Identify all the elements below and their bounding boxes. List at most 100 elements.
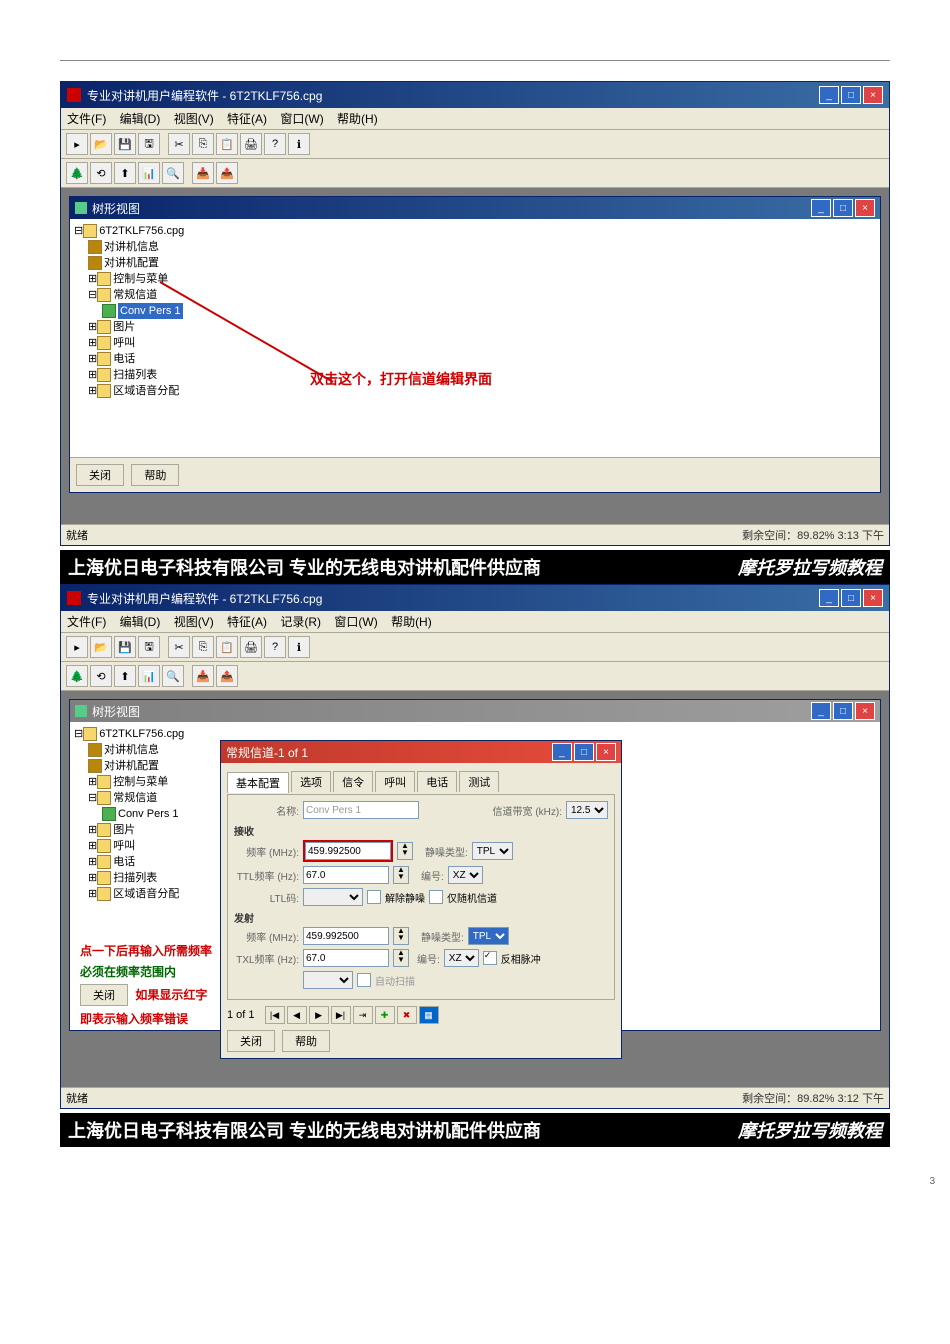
chk-invert[interactable] bbox=[483, 951, 497, 965]
chk-unsquelch[interactable] bbox=[367, 890, 381, 904]
maximize-button[interactable]: □ bbox=[841, 589, 861, 607]
help-button[interactable]: 帮助 bbox=[131, 464, 179, 486]
ttl-spin[interactable]: ▲▼ bbox=[393, 866, 409, 884]
tb-print[interactable]: 🖨 bbox=[240, 636, 262, 658]
tb-read[interactable]: 📥 bbox=[192, 665, 214, 687]
menu-view[interactable]: 视图(V) bbox=[174, 615, 214, 629]
tb-refresh[interactable]: ⟲ bbox=[90, 162, 112, 184]
tb-save[interactable]: 💾 bbox=[114, 636, 136, 658]
tb-open[interactable]: 📂 bbox=[90, 636, 112, 658]
child-close[interactable]: × bbox=[855, 702, 875, 720]
tb-about[interactable]: ℹ bbox=[288, 636, 310, 658]
close-button[interactable]: × bbox=[863, 589, 883, 607]
dlg-max[interactable]: □ bbox=[574, 743, 594, 761]
name-input[interactable] bbox=[303, 801, 419, 819]
nav-end[interactable]: ⇥ bbox=[353, 1006, 373, 1024]
menu-window[interactable]: 窗口(W) bbox=[334, 615, 377, 629]
menu-record[interactable]: 记录(R) bbox=[280, 615, 321, 629]
tree-item[interactable]: 对讲机配置 bbox=[74, 255, 876, 271]
tb-paste[interactable]: 📋 bbox=[216, 636, 238, 658]
chk-autoscan[interactable] bbox=[357, 973, 371, 987]
tb-save2[interactable]: 🖫 bbox=[138, 133, 160, 155]
txl-spin[interactable]: ▲▼ bbox=[393, 949, 409, 967]
sq-type-select[interactable]: TPL bbox=[472, 842, 513, 860]
close-button[interactable]: 关闭 bbox=[76, 464, 124, 486]
tb-write[interactable]: 📤 bbox=[216, 665, 238, 687]
tb-zoom[interactable]: 🔍 bbox=[162, 665, 184, 687]
nav-prev[interactable]: ◀ bbox=[287, 1006, 307, 1024]
nav-del[interactable]: ✖ bbox=[397, 1006, 417, 1024]
tb-about[interactable]: ℹ bbox=[288, 133, 310, 155]
menu-feature[interactable]: 特征(A) bbox=[227, 615, 267, 629]
tb-new[interactable]: ▸ bbox=[66, 133, 88, 155]
tb-zoom[interactable]: 🔍 bbox=[162, 162, 184, 184]
rx-freq-spin[interactable]: ▲▼ bbox=[397, 842, 413, 860]
child-close[interactable]: × bbox=[855, 199, 875, 217]
tree-item[interactable]: 对讲机信息 bbox=[74, 239, 876, 255]
dlg-help-button[interactable]: 帮助 bbox=[282, 1030, 330, 1052]
menu-edit[interactable]: 编辑(D) bbox=[120, 615, 161, 629]
tree-item-selected[interactable]: Conv Pers 1 bbox=[74, 303, 876, 319]
maximize-button[interactable]: □ bbox=[841, 86, 861, 104]
menu-feature[interactable]: 特征(A) bbox=[227, 112, 267, 126]
tb-tree[interactable]: 🌲 bbox=[66, 665, 88, 687]
tb-read[interactable]: 📥 bbox=[192, 162, 214, 184]
dlg-min[interactable]: _ bbox=[552, 743, 572, 761]
tb-print[interactable]: 🖨 bbox=[240, 133, 262, 155]
menu-help[interactable]: 帮助(H) bbox=[391, 615, 432, 629]
child-max[interactable]: □ bbox=[833, 702, 853, 720]
nav-last[interactable]: ▶| bbox=[331, 1006, 351, 1024]
menu-window[interactable]: 窗口(W) bbox=[280, 112, 323, 126]
nav-next[interactable]: ▶ bbox=[309, 1006, 329, 1024]
tab-options[interactable]: 选项 bbox=[291, 771, 331, 792]
tb-refresh[interactable]: ⟲ bbox=[90, 665, 112, 687]
tb-chart[interactable]: 📊 bbox=[138, 162, 160, 184]
tb-copy[interactable]: ⎘ bbox=[192, 133, 214, 155]
tb-open[interactable]: 📂 bbox=[90, 133, 112, 155]
tb-help[interactable]: ? bbox=[264, 133, 286, 155]
menu-file[interactable]: 文件(F) bbox=[67, 615, 106, 629]
ltl-select[interactable] bbox=[303, 888, 363, 906]
tb-tree[interactable]: 🌲 bbox=[66, 162, 88, 184]
tb-chart[interactable]: 📊 bbox=[138, 665, 160, 687]
tab-signal[interactable]: 信令 bbox=[333, 771, 373, 792]
minimize-button[interactable]: _ bbox=[819, 589, 839, 607]
tree-root[interactable]: ⊟6T2TKLF756.cpg bbox=[74, 223, 876, 239]
tree-item[interactable]: ⊞图片 bbox=[74, 319, 876, 335]
chk-random[interactable] bbox=[429, 890, 443, 904]
child-min[interactable]: _ bbox=[811, 199, 831, 217]
tx-code-select[interactable]: XZ bbox=[444, 949, 479, 967]
tx-freq-input[interactable] bbox=[303, 927, 389, 945]
nav-grid[interactable]: ▦ bbox=[419, 1006, 439, 1024]
tb-save[interactable]: 💾 bbox=[114, 133, 136, 155]
child-max[interactable]: □ bbox=[833, 199, 853, 217]
tab-basic[interactable]: 基本配置 bbox=[227, 772, 289, 793]
tree-item[interactable]: ⊞电话 bbox=[74, 351, 876, 367]
child-min[interactable]: _ bbox=[811, 702, 831, 720]
close-button[interactable]: × bbox=[863, 86, 883, 104]
tab-phone[interactable]: 电话 bbox=[417, 771, 457, 792]
tx-sq-select[interactable]: TPL bbox=[468, 927, 509, 945]
dlg-close[interactable]: × bbox=[596, 743, 616, 761]
tb-new[interactable]: ▸ bbox=[66, 636, 88, 658]
tree-item[interactable]: ⊞控制与菜单 bbox=[74, 271, 876, 287]
menu-view[interactable]: 视图(V) bbox=[174, 112, 214, 126]
tab-call[interactable]: 呼叫 bbox=[375, 771, 415, 792]
tb-up[interactable]: ⬆ bbox=[114, 665, 136, 687]
menu-file[interactable]: 文件(F) bbox=[67, 112, 106, 126]
nav-first[interactable]: |◀ bbox=[265, 1006, 285, 1024]
nav-add[interactable]: ✚ bbox=[375, 1006, 395, 1024]
rx-freq-input[interactable] bbox=[305, 842, 391, 860]
tb-cut[interactable]: ✂ bbox=[168, 133, 190, 155]
bw-select[interactable]: 12.5 bbox=[566, 801, 608, 819]
txl-input[interactable] bbox=[303, 949, 389, 967]
tb-cut[interactable]: ✂ bbox=[168, 636, 190, 658]
menu-edit[interactable]: 编辑(D) bbox=[120, 112, 161, 126]
tab-test[interactable]: 测试 bbox=[459, 771, 499, 792]
tb-copy[interactable]: ⎘ bbox=[192, 636, 214, 658]
misc-select[interactable] bbox=[303, 971, 353, 989]
dlg-close-button[interactable]: 关闭 bbox=[227, 1030, 275, 1052]
tb-write[interactable]: 📤 bbox=[216, 162, 238, 184]
tb-paste[interactable]: 📋 bbox=[216, 133, 238, 155]
tb-up[interactable]: ⬆ bbox=[114, 162, 136, 184]
